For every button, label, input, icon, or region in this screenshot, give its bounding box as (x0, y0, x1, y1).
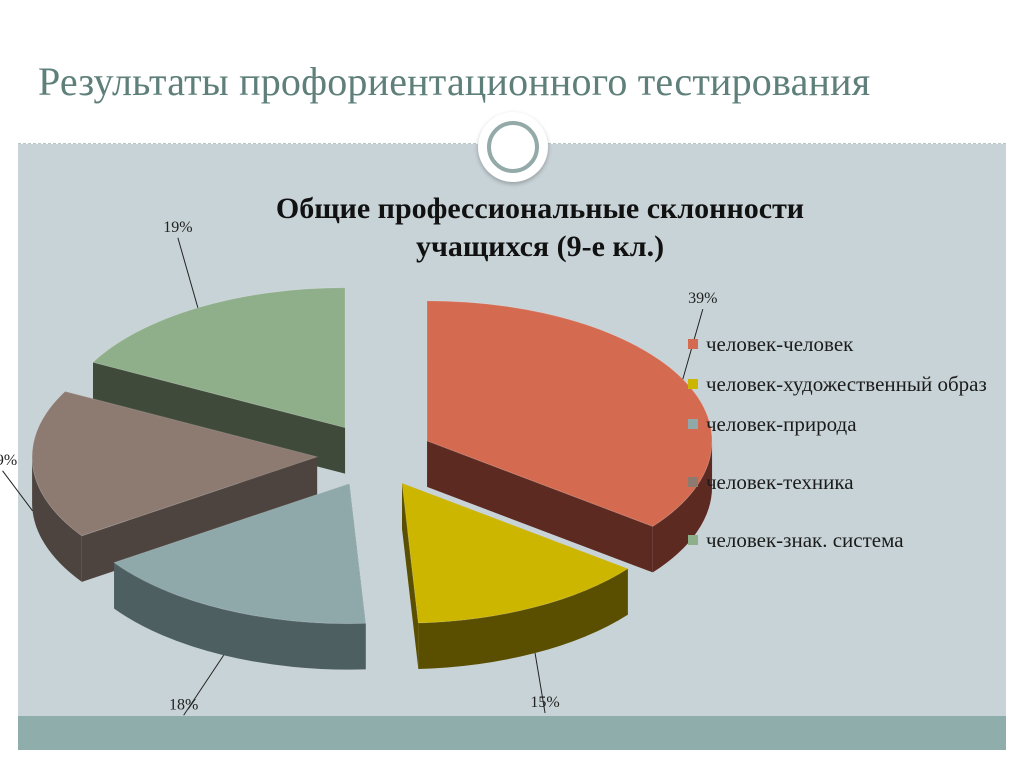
circle-ring-icon (487, 121, 539, 173)
chart-title: Общие профессиональные склонности учащих… (210, 190, 870, 266)
legend-swatch (688, 339, 698, 349)
data-label-leader (534, 652, 546, 714)
data-label: 15% (530, 694, 559, 711)
legend-label: человек-художественный образ (706, 372, 987, 396)
pie-slice-rim (32, 456, 82, 582)
legend-item-chelovek-tehnika: человек-техника (688, 468, 1008, 496)
chart-title-line-2: учащихся (9-е кл.) (415, 230, 665, 263)
legend-swatch (688, 477, 698, 487)
legend-item-chelovek-chelovek: человек-человек (688, 330, 1008, 358)
legend-swatch (688, 535, 698, 545)
slide-title: Результаты профориентационного тестирова… (38, 59, 871, 104)
legend-item-chelovek-znak: человек-знак. система (688, 526, 1008, 554)
legend-label: человек-техника (706, 470, 854, 494)
chart-title-line-1: Общие профессиональные склонности (275, 192, 805, 225)
footer-bar (18, 716, 1006, 750)
pie-slice-2 (113, 482, 367, 670)
legend-swatch (688, 379, 698, 389)
data-label: 18% (169, 696, 198, 713)
pie-slice-top (401, 482, 629, 624)
pie-slice-4 (91, 287, 346, 474)
pie-slice-top (113, 482, 367, 625)
circle-ornament-icon (478, 112, 548, 182)
pie-slice-wall (402, 483, 419, 669)
chart-legend: человек-человек человек-художественный о… (688, 330, 1008, 566)
legend-label: человек-знак. система (706, 528, 904, 552)
data-label-leader (2, 470, 33, 512)
pie-slice-rim (114, 562, 366, 670)
legend-item-chelovek-priroda: человек-природа (688, 410, 1008, 438)
pie-slice-top (91, 287, 346, 429)
data-label: 19% (0, 452, 17, 469)
pie-slice-top (31, 390, 319, 537)
pie-slice-wall (92, 362, 346, 474)
data-label: 39% (688, 290, 717, 307)
pie-slice-rim (652, 440, 713, 573)
data-label: 19% (163, 219, 192, 236)
legend-item-chelovek-art: человек-художественный образ (688, 370, 1008, 398)
data-label-leader (177, 237, 199, 308)
legend-swatch (688, 419, 698, 429)
pie-slice-rim (418, 568, 628, 669)
pie-slice-wall (427, 440, 653, 573)
legend-label: человек-человек (706, 332, 854, 356)
legend-label: человек-природа (706, 412, 857, 436)
pie-slice-wall (81, 456, 318, 582)
pie-slice-3 (31, 390, 319, 582)
data-label-leader (183, 654, 225, 716)
pie-slice-1 (401, 482, 629, 669)
